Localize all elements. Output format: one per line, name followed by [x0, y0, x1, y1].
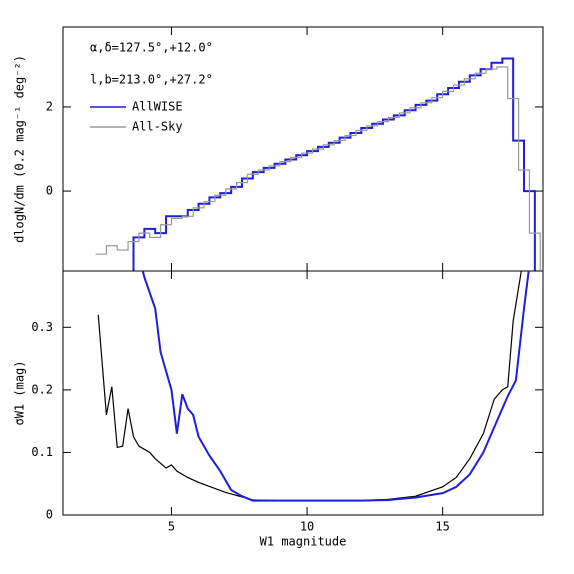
annotation: α,δ=127.5°,+12.0° — [90, 41, 213, 55]
x-tick-label: 10 — [300, 520, 314, 534]
y-tick-label: 0 — [46, 184, 53, 198]
plot-area — [97, 271, 530, 502]
y-tick-label: 0.2 — [31, 382, 53, 396]
plot-area — [95, 57, 541, 271]
y-tick-label: 0.3 — [31, 320, 53, 334]
y-axis-label: σW1 (mag) — [13, 360, 27, 425]
y-tick-label: 0.1 — [31, 445, 53, 459]
y-tick-label: 2 — [46, 99, 53, 113]
series-line — [97, 271, 522, 502]
series-line — [141, 271, 530, 502]
plot-frame — [62, 26, 544, 272]
annotation: l,b=213.0°,+27.2° — [90, 73, 213, 87]
legend-label: All-Sky — [132, 120, 183, 134]
series-line — [132, 57, 536, 271]
legend-label: AllWISE — [132, 100, 183, 114]
y-axis-label: dlogN/dm (0.2 mag⁻¹ deg⁻²) — [13, 55, 27, 243]
x-tick-label: 15 — [435, 520, 449, 534]
x-axis-label: W1 magnitude — [260, 535, 347, 549]
plot-frame — [62, 270, 544, 516]
series-line — [95, 66, 541, 271]
x-tick-label: 5 — [168, 520, 175, 534]
y-tick-label: 0 — [46, 508, 53, 522]
